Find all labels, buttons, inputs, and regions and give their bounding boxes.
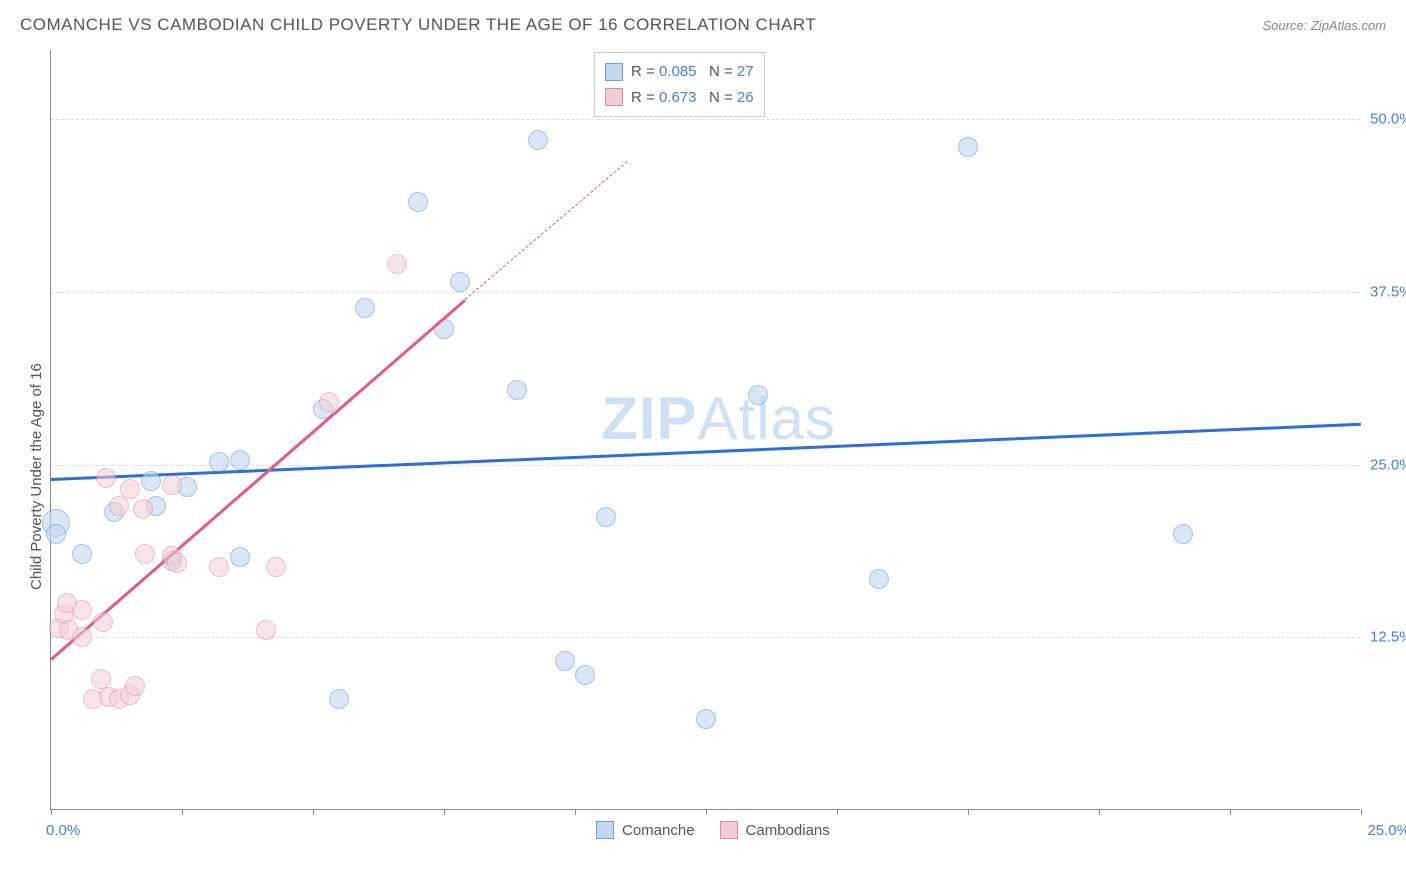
data-point <box>319 392 339 412</box>
trend-line-extrapolated <box>465 161 628 300</box>
data-point <box>748 385 768 405</box>
legend-row: R = 0.673 N = 26 <box>605 85 754 111</box>
data-point <box>355 298 375 318</box>
x-tick <box>1230 809 1231 815</box>
y-tick-label: 37.5% <box>1370 283 1406 300</box>
data-point <box>72 600 92 620</box>
legend-label: Cambodians <box>746 822 830 839</box>
y-tick-label: 25.0% <box>1370 456 1406 473</box>
data-point <box>167 553 187 573</box>
legend-stats: R = 0.085 N = 27 <box>631 59 754 85</box>
data-point <box>528 130 548 150</box>
data-point <box>209 557 229 577</box>
x-tick <box>968 809 969 815</box>
data-point <box>209 452 229 472</box>
x-tick <box>575 809 576 815</box>
x-tick <box>182 809 183 815</box>
data-point <box>135 544 155 564</box>
data-point <box>450 272 470 292</box>
data-point <box>96 468 116 488</box>
source-attribution: Source: ZipAtlas.com <box>1262 18 1386 33</box>
gridline <box>51 292 1360 293</box>
legend-swatch <box>720 821 738 839</box>
watermark: ZIPAtlas <box>601 384 836 453</box>
x-tick <box>1099 809 1100 815</box>
y-tick-label: 12.5% <box>1370 629 1406 646</box>
scatter-plot: 12.5%25.0%37.5%50.0%0.0%25.0%ZIPAtlasR =… <box>50 50 1360 810</box>
legend-item: Cambodians <box>720 821 830 839</box>
gridline <box>51 637 1360 638</box>
data-point <box>133 499 153 519</box>
legend-swatch <box>605 88 623 106</box>
data-point <box>575 665 595 685</box>
legend-stats: R = 0.673 N = 26 <box>631 85 754 111</box>
data-point <box>958 137 978 157</box>
data-point <box>230 450 250 470</box>
chart-title: COMANCHE VS CAMBODIAN CHILD POVERTY UNDE… <box>20 15 816 35</box>
data-point <box>555 651 575 671</box>
data-point <box>507 380 527 400</box>
data-point <box>1173 524 1193 544</box>
x-tick <box>444 809 445 815</box>
x-tick <box>706 809 707 815</box>
x-tick-label: 0.0% <box>46 822 80 839</box>
data-point <box>266 557 286 577</box>
data-point <box>141 471 161 491</box>
trend-line <box>51 423 1361 481</box>
data-point <box>869 569 889 589</box>
y-axis-label: Child Poverty Under the Age of 16 <box>28 363 45 590</box>
x-tick <box>313 809 314 815</box>
data-point <box>696 709 716 729</box>
x-tick-label: 25.0% <box>1367 822 1406 839</box>
data-point <box>120 479 140 499</box>
legend-item: Comanche <box>596 821 695 839</box>
data-point <box>256 620 276 640</box>
legend-label: Comanche <box>622 822 695 839</box>
legend-row: R = 0.085 N = 27 <box>605 59 754 85</box>
legend-swatch <box>596 821 614 839</box>
data-point <box>125 676 145 696</box>
data-point <box>596 507 616 527</box>
series-legend: Comanche Cambodians <box>596 821 830 839</box>
data-point <box>46 524 66 544</box>
y-tick-label: 50.0% <box>1370 111 1406 128</box>
x-tick <box>51 809 52 815</box>
data-point <box>230 547 250 567</box>
data-point <box>72 544 92 564</box>
x-tick <box>837 809 838 815</box>
data-point <box>93 612 113 632</box>
gridline <box>51 119 1360 120</box>
correlation-legend: R = 0.085 N = 27R = 0.673 N = 26 <box>594 52 765 117</box>
x-tick <box>1361 809 1362 815</box>
data-point <box>408 192 428 212</box>
legend-swatch <box>605 63 623 81</box>
data-point <box>329 689 349 709</box>
data-point <box>162 475 182 495</box>
data-point <box>387 254 407 274</box>
data-point <box>72 627 92 647</box>
chart-container: Child Poverty Under the Age of 16 12.5%2… <box>50 50 1390 840</box>
